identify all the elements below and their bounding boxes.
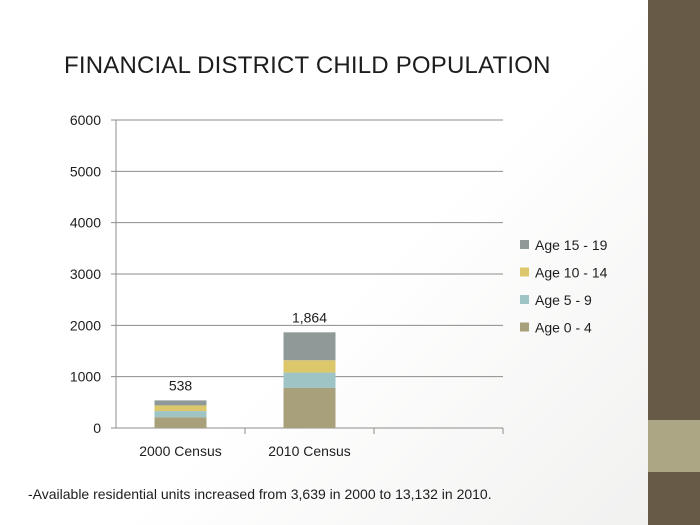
y-tick-label: 1000 (70, 369, 101, 385)
x-tick-label: 2010 Census (268, 443, 351, 459)
bar-segment (154, 405, 207, 412)
legend-swatch (520, 322, 529, 332)
slide-background (0, 0, 648, 525)
legend-label: Age 15 - 19 (535, 237, 608, 253)
y-tick-label: 5000 (70, 163, 101, 179)
bar-segment (154, 411, 207, 418)
bar-segment (283, 360, 336, 373)
bar-segment (283, 372, 336, 388)
legend-label: Age 5 - 9 (535, 292, 592, 308)
y-tick-label: 4000 (70, 215, 101, 231)
legend-swatch (520, 240, 529, 249)
slide-title: FINANCIAL DISTRICT CHILD POPULATION (64, 52, 551, 79)
data-label: 1,864 (292, 309, 327, 325)
bar-segment (154, 417, 207, 428)
data-label: 538 (169, 377, 193, 393)
slide-footnote: -Available residential units increased f… (28, 486, 492, 502)
stacked-bar-chart: 0 1000 2000 3000 4000 5000 6000 2000 Census 2010… (70, 112, 608, 459)
bar-segment (154, 400, 207, 406)
bar-segment (283, 387, 336, 428)
y-tick-label: 2000 (70, 317, 101, 333)
side-bar-accent (648, 420, 700, 472)
legend-label: Age 10 - 14 (535, 265, 608, 281)
bar-segment (283, 332, 336, 361)
legend-swatch (520, 267, 529, 277)
legend-label: Age 0 - 4 (535, 320, 592, 336)
y-tick-label: 6000 (70, 112, 101, 128)
x-tick-label: 2000 Census (139, 443, 222, 459)
y-tick-label: 3000 (70, 266, 101, 282)
y-tick-label: 0 (93, 420, 101, 436)
legend-swatch (520, 295, 529, 304)
